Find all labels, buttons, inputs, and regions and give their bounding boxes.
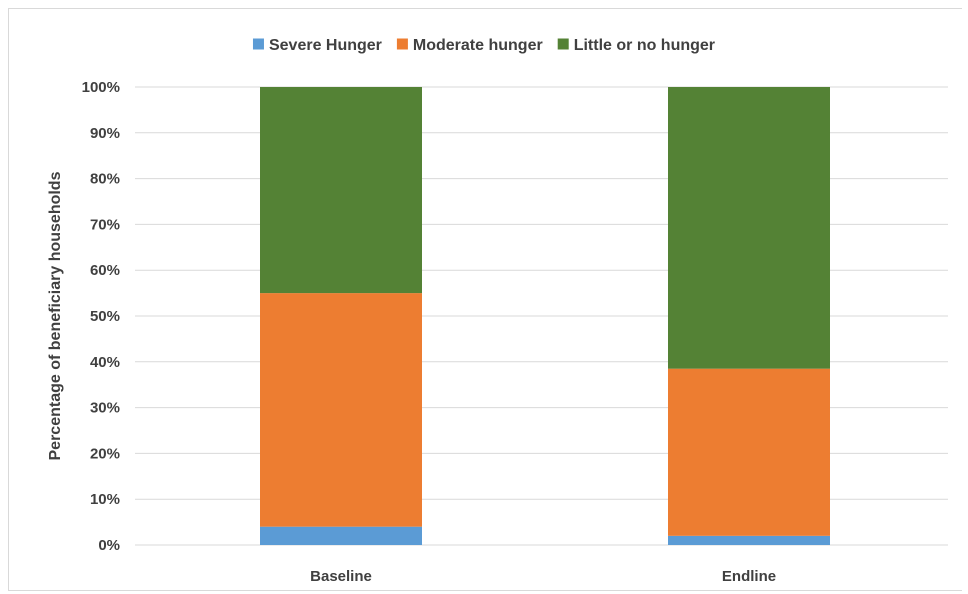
legend-item: Severe Hunger: [252, 37, 382, 54]
y-axis-title: Percentage of beneficiary households: [47, 171, 64, 460]
y-tick-label: 10%: [90, 491, 120, 508]
y-tick-label: 30%: [90, 400, 120, 417]
bar-segment-severe-hunger: [668, 535, 830, 545]
y-tick-label: 20%: [90, 445, 120, 462]
bars: [260, 87, 830, 545]
legend-label: Severe Hunger: [269, 37, 382, 54]
y-tick-label: 100%: [82, 79, 120, 96]
y-tick-label: 0%: [98, 537, 120, 554]
legend-label: Moderate hunger: [413, 37, 543, 54]
bar-segment-little-or-no-hunger: [260, 87, 422, 294]
y-tick-label: 70%: [90, 216, 120, 233]
x-axis-labels: Baseline Endline: [310, 568, 776, 585]
bar-segment-moderate-hunger: [668, 368, 830, 536]
x-category-label: Baseline: [310, 568, 372, 585]
bar-segment-moderate-hunger: [260, 293, 422, 527]
legend-item: Little or no hunger: [557, 37, 715, 54]
y-tick-label: 50%: [90, 308, 120, 325]
x-category-label: Endline: [722, 568, 776, 585]
y-tick-label: 60%: [90, 262, 120, 279]
y-tick-label: 80%: [90, 171, 120, 188]
bar-segment-severe-hunger: [260, 526, 422, 545]
y-tick-label: 40%: [90, 354, 120, 371]
legend: Severe Hunger Moderate hunger Little or no…: [252, 37, 715, 54]
legend-swatch: [252, 38, 264, 50]
legend-swatch: [557, 38, 569, 50]
y-tick-label: 90%: [90, 125, 120, 142]
legend-item: Moderate hunger: [396, 37, 543, 54]
bar-segment-little-or-no-hunger: [668, 87, 830, 369]
y-axis-ticks: 0% 10% 20% 30% 40% 50% 60% 70% 80% 90% 100%: [82, 79, 120, 554]
legend-swatch: [396, 38, 408, 50]
legend-label: Little or no hunger: [574, 37, 715, 54]
